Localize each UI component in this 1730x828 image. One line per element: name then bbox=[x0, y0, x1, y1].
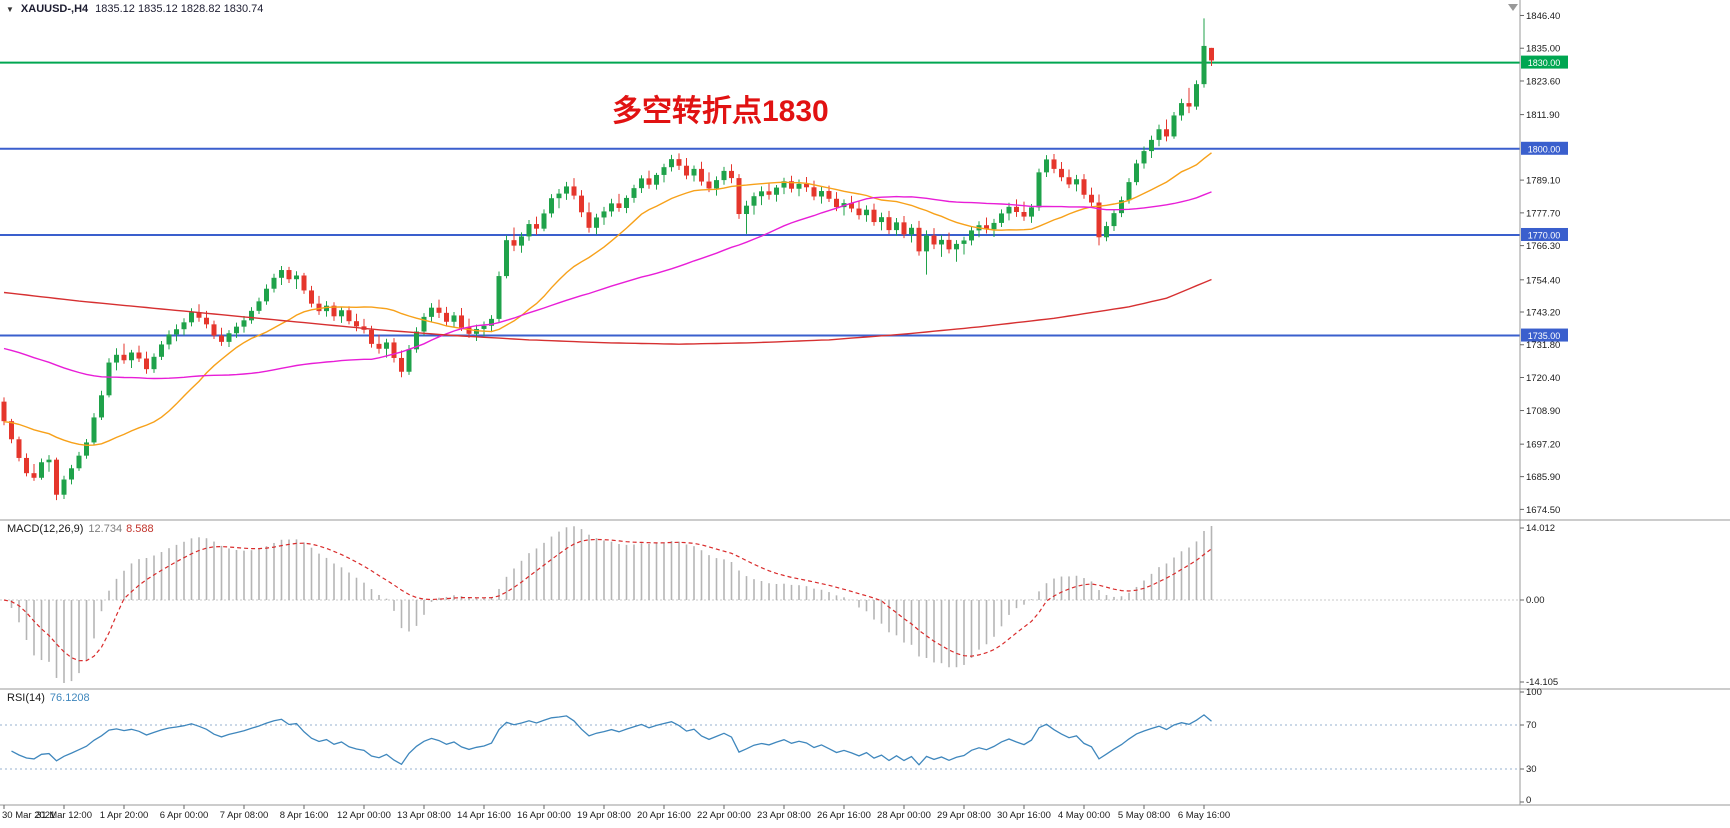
time-label: 4 May 00:00 bbox=[1058, 810, 1110, 821]
price-grid-label: 1720.40 bbox=[1526, 373, 1560, 384]
ma-orange-line bbox=[3, 152, 1212, 447]
price-level-badge bbox=[1521, 328, 1568, 342]
price-level-badge-label: 1800.00 bbox=[1528, 144, 1561, 154]
macd-signal-value: 8.588 bbox=[126, 523, 154, 535]
time-label: 22 Apr 00:00 bbox=[697, 810, 751, 821]
time-label: 8 Apr 16:00 bbox=[280, 810, 329, 821]
macd-name: MACD(12,26,9) bbox=[7, 523, 84, 535]
chart-title: ▼ XAUUSD-,H4 1835.12 1835.12 1828.82 183… bbox=[6, 3, 263, 15]
price-grid-label: 1777.70 bbox=[1526, 208, 1560, 219]
time-label: 6 May 16:00 bbox=[1178, 810, 1230, 821]
price-grid-label: 1708.90 bbox=[1526, 406, 1560, 417]
price-grid-label: 1731.80 bbox=[1526, 340, 1560, 351]
price-level-badge bbox=[1521, 55, 1568, 69]
time-label: 20 Apr 16:00 bbox=[637, 810, 691, 821]
rsi-name: RSI(14) bbox=[7, 692, 45, 704]
time-label: 30 Apr 16:00 bbox=[997, 810, 1051, 821]
price-grid-label: 1789.10 bbox=[1526, 176, 1560, 187]
time-label: 14 Apr 16:00 bbox=[457, 810, 511, 821]
rsi-indicator-label: RSI(14) 76.1208 bbox=[7, 692, 90, 704]
price-grid-label: 1766.30 bbox=[1526, 241, 1560, 252]
time-label: 16 Apr 00:00 bbox=[517, 810, 571, 821]
time-label: 29 Apr 08:00 bbox=[937, 810, 991, 821]
time-label: 12 Apr 00:00 bbox=[337, 810, 391, 821]
price-grid-label: 1674.50 bbox=[1526, 505, 1560, 516]
annotation-text: 多空转折点1830 bbox=[612, 95, 829, 128]
rsi-panel[interactable]: 100 70 30 0 bbox=[0, 687, 1542, 806]
time-label: 7 Apr 08:00 bbox=[220, 810, 269, 821]
candlestick-series[interactable] bbox=[1, 18, 1215, 501]
time-label: 28 Apr 00:00 bbox=[877, 810, 931, 821]
price-grid-label: 1823.60 bbox=[1526, 76, 1560, 87]
rsi-value: 76.1208 bbox=[49, 692, 90, 704]
chart-shift-marker-icon bbox=[1508, 4, 1518, 11]
macd-panel[interactable]: 14.012 0.00 -14.105 bbox=[0, 523, 1558, 688]
rsi-axis-label: 70 bbox=[1526, 720, 1537, 731]
symbol-period-label: XAUUSD-,H4 bbox=[20, 3, 89, 15]
ma-red-line bbox=[3, 278, 1212, 345]
rsi-axis-label: 0 bbox=[1526, 795, 1531, 806]
price-axis[interactable]: 1846.40 1835.00 1823.60 1811.90 1789.10 1777.… bbox=[1520, 11, 1568, 516]
price-level-badge bbox=[1521, 141, 1568, 155]
price-level-badge bbox=[1521, 227, 1568, 241]
horizontal-lines bbox=[0, 61, 1520, 337]
time-label: 19 Apr 08:00 bbox=[577, 810, 631, 821]
moving-averages bbox=[3, 152, 1212, 447]
price-level-badge-label: 1830.00 bbox=[1528, 58, 1561, 68]
price-level-badge-label: 1770.00 bbox=[1528, 230, 1561, 240]
macd-main-value: 12.734 bbox=[88, 523, 123, 535]
ma-magenta-line bbox=[3, 191, 1212, 380]
time-label: 31 Mar 12:00 bbox=[36, 810, 92, 821]
macd-axis-label: -14.105 bbox=[1526, 677, 1558, 688]
price-grid-label: 1743.20 bbox=[1526, 307, 1560, 318]
rsi-axis-label: 30 bbox=[1526, 764, 1537, 775]
macd-indicator-label: MACD(12,26,9) 12.734 8.588 bbox=[7, 523, 154, 535]
price-level-badge-label: 1735.00 bbox=[1528, 331, 1561, 341]
price-grid-label: 1835.00 bbox=[1526, 44, 1560, 55]
price-grid-label: 1846.40 bbox=[1526, 11, 1560, 22]
price-grid-label: 1811.90 bbox=[1526, 110, 1560, 121]
rsi-line bbox=[11, 714, 1212, 766]
time-label: 30 Mar 2021 bbox=[2, 810, 55, 821]
macd-signal-line bbox=[3, 538, 1212, 662]
rsi-axis-label: 100 bbox=[1526, 687, 1542, 698]
time-label: 5 May 08:00 bbox=[1118, 810, 1170, 821]
time-label: 1 Apr 20:00 bbox=[100, 810, 149, 821]
ohlc-values: 1835.12 1835.12 1828.82 1830.74 bbox=[95, 3, 264, 15]
price-grid-label: 1697.20 bbox=[1526, 440, 1560, 451]
macd-axis-label: 0.00 bbox=[1526, 595, 1545, 606]
symbol-marker-icon[interactable]: ▼ bbox=[6, 4, 14, 14]
time-label: 23 Apr 08:00 bbox=[757, 810, 811, 821]
price-grid-label: 1685.90 bbox=[1526, 472, 1560, 483]
time-label: 6 Apr 00:00 bbox=[160, 810, 209, 821]
time-label: 26 Apr 16:00 bbox=[817, 810, 871, 821]
panel-chrome bbox=[0, 0, 1730, 806]
macd-axis-label: 14.012 bbox=[1526, 523, 1555, 534]
price-grid-label: 1754.40 bbox=[1526, 275, 1560, 286]
time-label: 13 Apr 08:00 bbox=[397, 810, 451, 821]
